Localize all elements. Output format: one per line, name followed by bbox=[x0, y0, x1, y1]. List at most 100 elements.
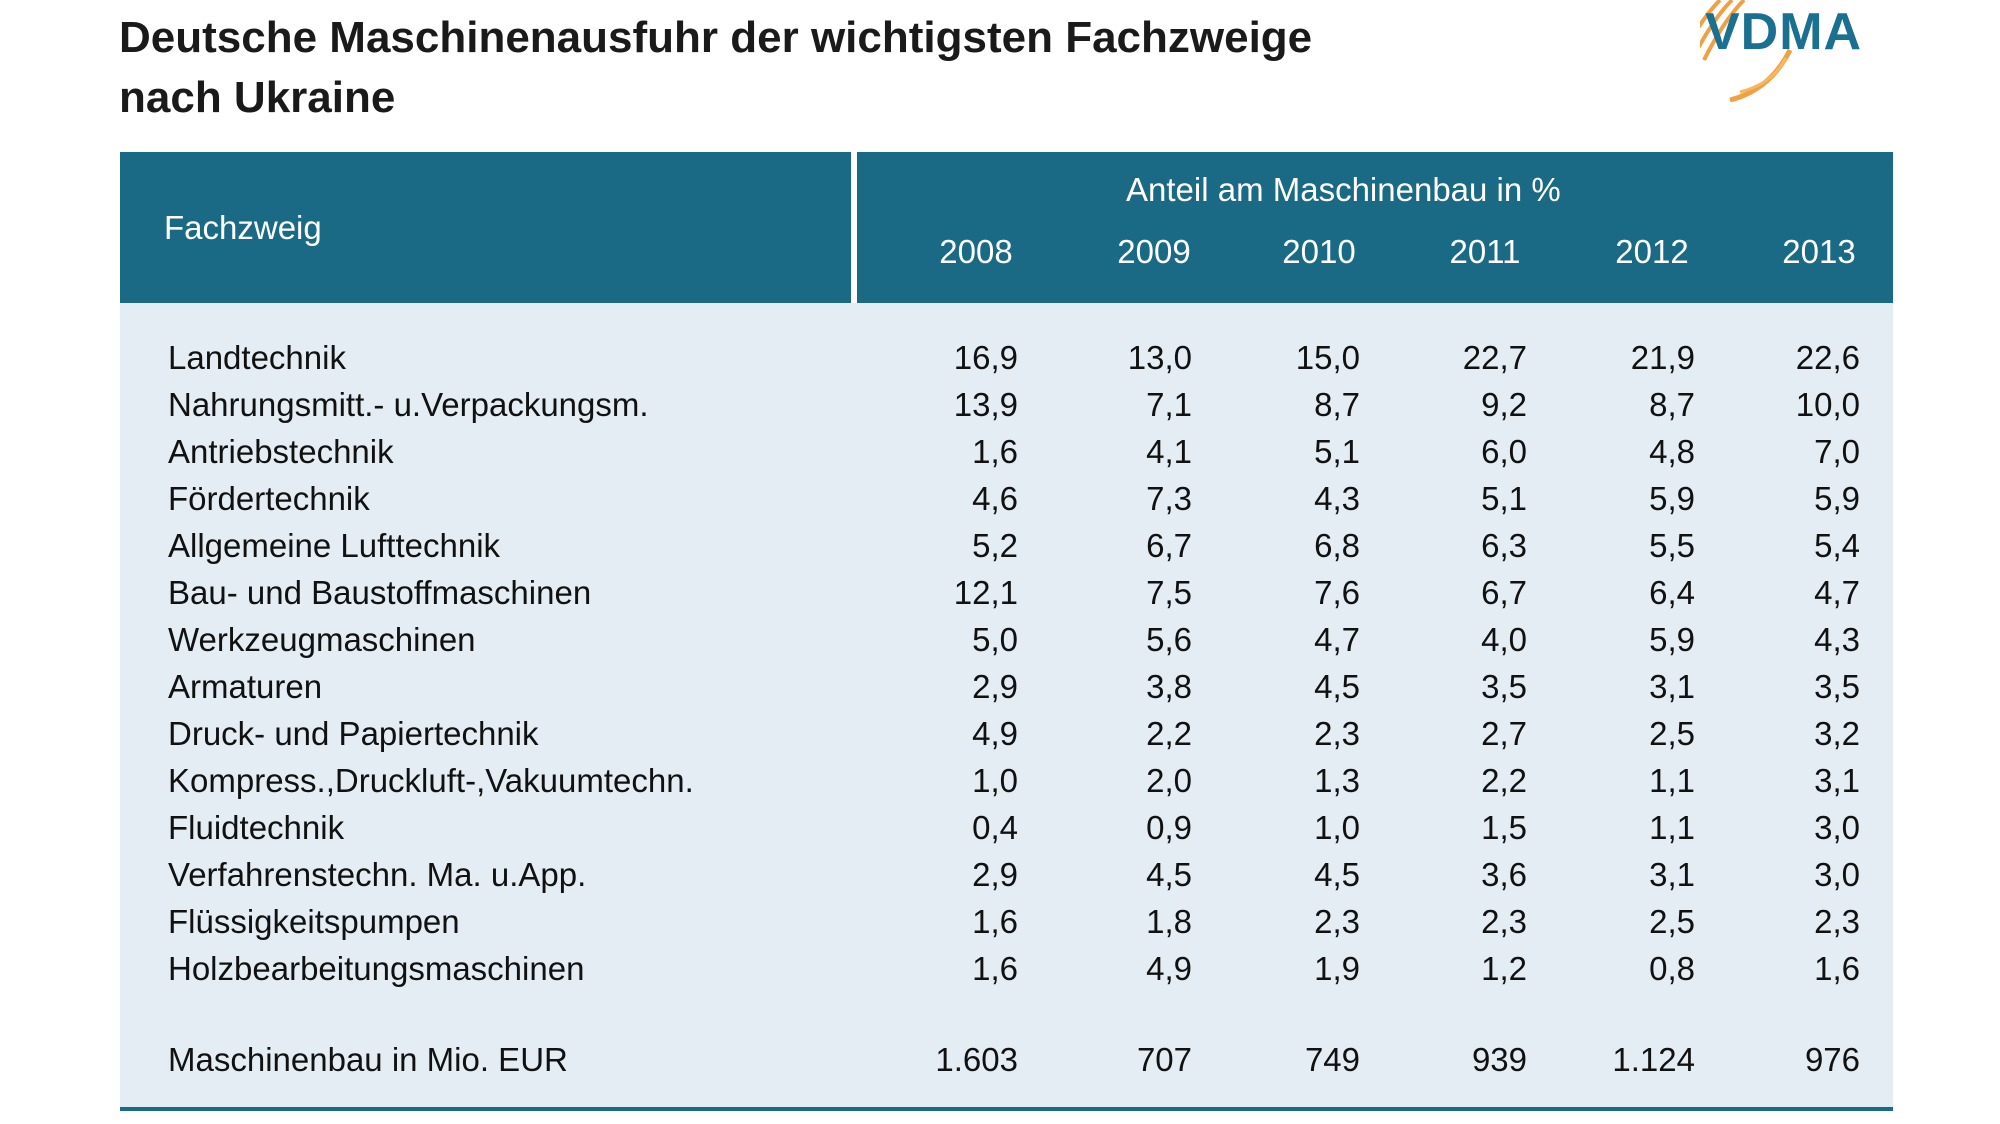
row-value: 12,1 bbox=[953, 574, 1018, 611]
total-value: 1.603 bbox=[935, 1041, 1018, 1078]
row-value: 9,2 bbox=[1481, 386, 1527, 423]
row-value: 6,7 bbox=[1481, 574, 1527, 611]
row-value: 1,6 bbox=[1814, 950, 1860, 987]
title: Deutsche Maschinenausfuhr der wichtigste… bbox=[119, 8, 1312, 128]
row-value: 3,5 bbox=[1814, 668, 1860, 705]
row-label: Landtechnik bbox=[168, 339, 346, 376]
row-value: 2,9 bbox=[972, 856, 1018, 893]
logo-text: VDMA bbox=[1705, 3, 1863, 61]
row-value: 22,7 bbox=[1462, 339, 1527, 376]
row-value: 10,0 bbox=[1795, 386, 1860, 423]
table-body bbox=[120, 303, 1893, 1109]
row-value: 4,5 bbox=[1314, 668, 1360, 705]
row-label: Bau- und Baustoffmaschinen bbox=[168, 574, 592, 611]
row-value: 7,1 bbox=[1146, 386, 1192, 423]
row-value: 3,1 bbox=[1649, 856, 1695, 893]
row-value: 13,9 bbox=[953, 386, 1018, 423]
total-label: Maschinenbau in Mio. EUR bbox=[168, 1041, 568, 1078]
row-value: 4,3 bbox=[1314, 480, 1360, 517]
row-value: 1,6 bbox=[972, 950, 1018, 987]
row-value: 2,3 bbox=[1814, 903, 1860, 940]
row-label: Flüssigkeitspumpen bbox=[168, 903, 460, 940]
row-value: 4,8 bbox=[1649, 433, 1695, 470]
row-value: 2,5 bbox=[1649, 715, 1695, 752]
year-header: 2009 bbox=[1117, 233, 1191, 270]
group-header: Anteil am Maschinenbau in % bbox=[1126, 171, 1561, 208]
row-value: 21,9 bbox=[1630, 339, 1695, 376]
row-value: 6,8 bbox=[1314, 527, 1360, 564]
row-value: 1,6 bbox=[972, 903, 1018, 940]
row-value: 7,3 bbox=[1146, 480, 1192, 517]
row-value: 1,1 bbox=[1649, 809, 1695, 846]
row-label: Fördertechnik bbox=[168, 480, 370, 517]
row-value: 4,3 bbox=[1814, 621, 1860, 658]
total-value: 707 bbox=[1136, 1041, 1192, 1078]
row-value: 5,9 bbox=[1649, 621, 1695, 658]
row-value: 3,2 bbox=[1814, 715, 1860, 752]
row-value: 6,0 bbox=[1481, 433, 1527, 470]
row-value: 4,7 bbox=[1814, 574, 1860, 611]
row-value: 4,5 bbox=[1146, 856, 1192, 893]
row-value: 6,7 bbox=[1146, 527, 1192, 564]
row-value: 6,3 bbox=[1481, 527, 1527, 564]
row-label: Fluidtechnik bbox=[168, 809, 345, 846]
row-value: 4,1 bbox=[1146, 433, 1192, 470]
row-value: 7,5 bbox=[1146, 574, 1192, 611]
total-value: 1.124 bbox=[1612, 1041, 1695, 1078]
row-value: 2,0 bbox=[1146, 762, 1192, 799]
row-value: 1,5 bbox=[1481, 809, 1527, 846]
row-value: 2,2 bbox=[1481, 762, 1527, 799]
row-value: 4,0 bbox=[1481, 621, 1527, 658]
row-value: 22,6 bbox=[1795, 339, 1860, 376]
row-label: Werkzeugmaschinen bbox=[168, 621, 476, 658]
row-label: Holzbearbeitungsmaschinen bbox=[168, 950, 585, 987]
year-header: 2010 bbox=[1282, 233, 1356, 270]
table-bottom-rule bbox=[120, 1107, 1893, 1111]
row-label: Antriebstechnik bbox=[168, 433, 394, 470]
row-value: 4,9 bbox=[972, 715, 1018, 752]
row-value: 7,6 bbox=[1314, 574, 1360, 611]
row-value: 2,2 bbox=[1146, 715, 1192, 752]
total-value: 976 bbox=[1804, 1041, 1860, 1078]
year-header: 2008 bbox=[939, 233, 1013, 270]
row-value: 5,6 bbox=[1146, 621, 1192, 658]
row-label: Nahrungsmitt.- u.Verpackungsm. bbox=[168, 386, 649, 423]
logo-swoosh bbox=[1700, 0, 1793, 103]
row-value: 4,6 bbox=[972, 480, 1018, 517]
row-value: 0,9 bbox=[1146, 809, 1192, 846]
total-value: 939 bbox=[1471, 1041, 1527, 1078]
row-value: 2,3 bbox=[1314, 903, 1360, 940]
row-label: Armaturen bbox=[168, 668, 323, 705]
row-label: Verfahrenstechn. Ma. u.App. bbox=[168, 856, 587, 893]
row-value: 8,7 bbox=[1314, 386, 1360, 423]
row-value: 15,0 bbox=[1295, 339, 1360, 376]
row-value: 5,0 bbox=[972, 621, 1018, 658]
row-value: 1,6 bbox=[972, 433, 1018, 470]
row-value: 2,5 bbox=[1649, 903, 1695, 940]
row-value: 1,1 bbox=[1649, 762, 1695, 799]
row-value: 6,4 bbox=[1649, 574, 1695, 611]
row-value: 0,8 bbox=[1649, 950, 1695, 987]
row-value: 2,3 bbox=[1314, 715, 1360, 752]
row-value: 16,9 bbox=[953, 339, 1018, 376]
row-value: 1,3 bbox=[1314, 762, 1360, 799]
row-value: 13,0 bbox=[1127, 339, 1192, 376]
row-value: 1,8 bbox=[1146, 903, 1192, 940]
row-value: 0,4 bbox=[972, 809, 1018, 846]
row-value: 1,9 bbox=[1314, 950, 1360, 987]
row-value: 5,4 bbox=[1814, 527, 1860, 564]
row-value: 3,6 bbox=[1481, 856, 1527, 893]
row-value: 3,8 bbox=[1146, 668, 1192, 705]
column-header: Fachzweig bbox=[164, 209, 322, 246]
row-value: 3,1 bbox=[1814, 762, 1860, 799]
header-cell bbox=[120, 152, 851, 303]
row-value: 4,9 bbox=[1146, 950, 1192, 987]
row-value: 5,2 bbox=[972, 527, 1018, 564]
row-value: 3,0 bbox=[1814, 809, 1860, 846]
row-value: 1,2 bbox=[1481, 950, 1527, 987]
row-value: 1,0 bbox=[1314, 809, 1360, 846]
row-value: 3,0 bbox=[1814, 856, 1860, 893]
row-value: 2,9 bbox=[972, 668, 1018, 705]
year-header: 2012 bbox=[1615, 233, 1689, 270]
